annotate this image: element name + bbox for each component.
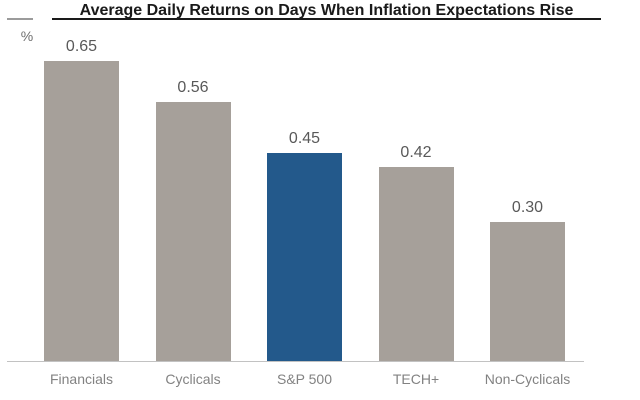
chart-title: Average Daily Returns on Days When Infla… — [79, 2, 574, 19]
title-underline — [52, 18, 601, 20]
bar-value-label: 0.45 — [288, 130, 321, 147]
bar-value-label: 0.56 — [177, 79, 209, 96]
bar-cyclicals: 0.56 — [155, 79, 231, 361]
x-axis-line — [7, 361, 584, 362]
bar-tech-plus: 0.42 — [378, 144, 454, 361]
bar-financials: 0.65 — [44, 38, 119, 361]
bar-value-label: 0.30 — [511, 199, 544, 216]
bar-sp500-highlighted: 0.45 — [267, 130, 342, 361]
category-label-non-cyclicals: Non-Cyclicals — [484, 371, 571, 387]
bar-value-label: 0.65 — [65, 38, 98, 55]
bar-non-cyclicals: 0.30 — [490, 199, 565, 361]
category-label-cyclicals: Cyclicals — [165, 371, 221, 387]
bar-value-label: 0.42 — [400, 144, 432, 161]
top-left-tick-line — [7, 18, 33, 20]
category-label-financials: Financials — [49, 371, 114, 387]
y-axis-unit-label: % — [20, 28, 34, 44]
category-label-sp500: S&P 500 — [276, 371, 332, 387]
category-label-tech-plus: TECH+ — [392, 371, 440, 387]
